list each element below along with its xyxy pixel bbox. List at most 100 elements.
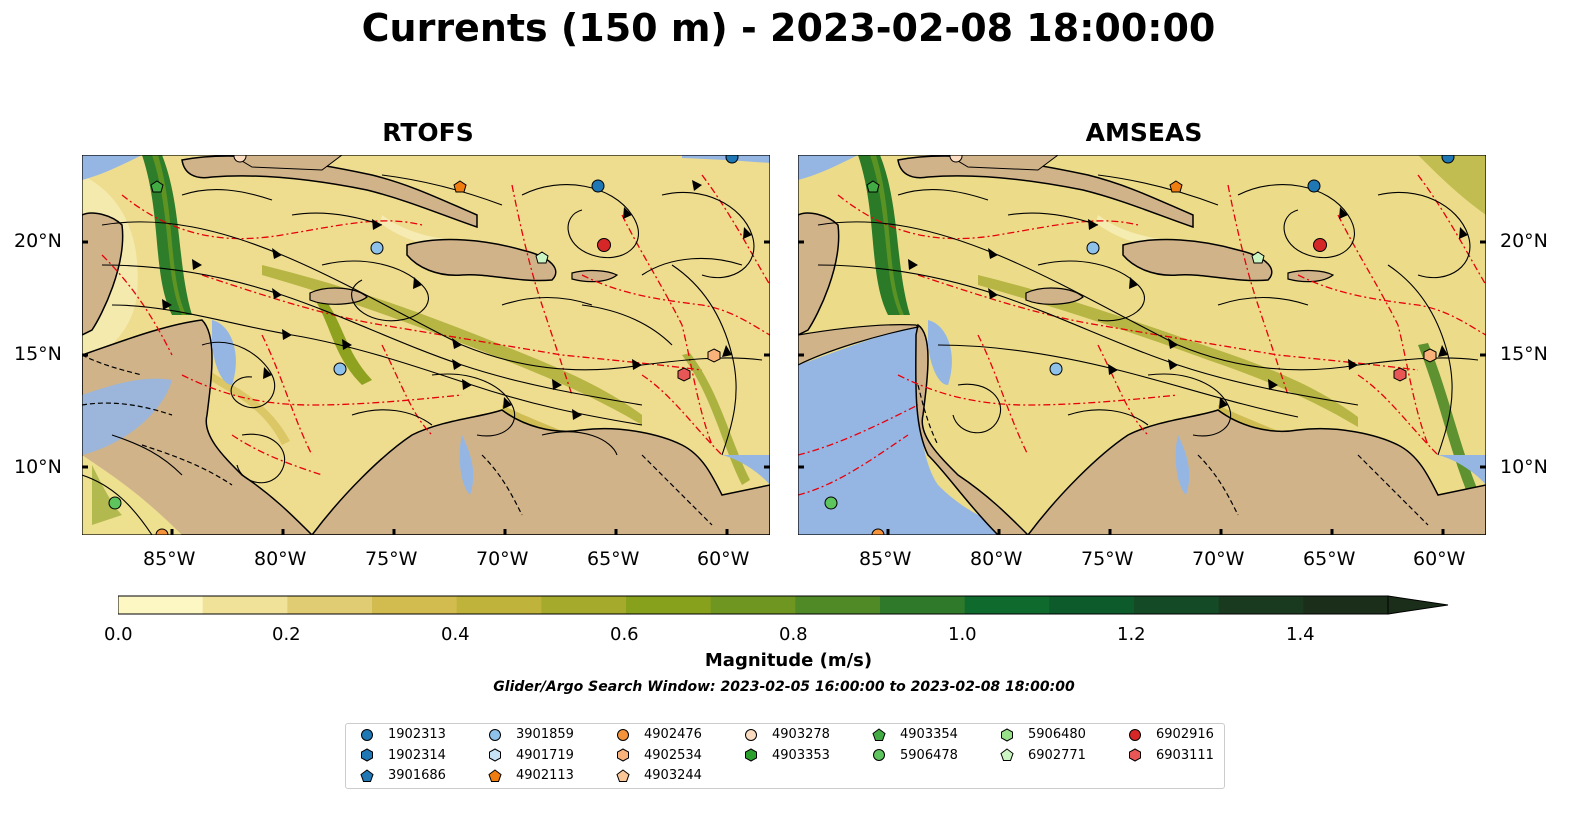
colorbar-cell — [202, 596, 288, 614]
float-marker[interactable] — [535, 251, 549, 264]
legend-label: 6902771 — [1028, 747, 1086, 763]
float-marker[interactable] — [707, 348, 721, 363]
central-america-landmass — [915, 323, 1030, 535]
map-amseas[interactable] — [798, 155, 1486, 535]
circle-marker-icon — [1129, 728, 1141, 741]
legend-entry: 6902771 — [1000, 748, 1086, 763]
jamaica-landmass — [1025, 287, 1084, 305]
float-marker[interactable] — [824, 496, 838, 510]
circle-marker-icon — [745, 728, 757, 741]
colorbar-tick: 1.4 — [1286, 624, 1315, 645]
float-marker[interactable] — [866, 180, 880, 193]
map-rtofs[interactable] — [82, 155, 770, 535]
lat-label-15n-left: 15°N — [14, 343, 62, 365]
legend-label: 4902534 — [644, 747, 702, 763]
colorbar-cell — [1134, 596, 1220, 614]
legend-label: 5906480 — [1028, 727, 1086, 742]
float-marker[interactable] — [591, 179, 605, 193]
legend-label: 5906478 — [900, 747, 958, 763]
yucatan-current — [858, 155, 910, 315]
legend-entry: 5906480 — [1000, 727, 1086, 742]
panel-title-amseas: AMSEAS — [1085, 118, 1203, 147]
legend-label: 3901859 — [516, 727, 574, 742]
legend-entry: 1902314 — [360, 748, 446, 763]
legend-label: 4903244 — [644, 768, 702, 783]
colorbar-cell — [626, 596, 712, 614]
yucatan-landmass — [82, 212, 124, 336]
figure-title: Currents (150 m) - 2023-02-08 18:00:00 — [361, 6, 1216, 50]
colorbar-cell — [1218, 596, 1304, 614]
hexagon-marker-icon — [361, 748, 373, 762]
circle-marker-icon — [489, 728, 501, 741]
float-marker[interactable] — [1307, 179, 1321, 193]
search-window-caption: Glider/Argo Search Window: 2023-02-05 16… — [493, 679, 1075, 695]
float-marker[interactable] — [1049, 362, 1063, 376]
colorbar-tick: 0.2 — [272, 624, 301, 645]
lon-label-80w-left: 80°W — [254, 548, 307, 570]
float-marker[interactable] — [1423, 348, 1437, 363]
legend-label: 4902113 — [516, 768, 574, 783]
hispaniola-landmass — [406, 238, 557, 282]
hexagon-marker-icon — [617, 748, 629, 762]
float-marker[interactable] — [1313, 238, 1327, 252]
float-marker[interactable] — [333, 362, 347, 376]
legend-label: 1902313 — [388, 727, 446, 742]
legend-entry: 4903354 — [872, 727, 958, 742]
legend-label: 4903353 — [772, 747, 830, 763]
hexagon-marker-icon — [489, 748, 501, 762]
lat-label-10n-right: 10°N — [1500, 456, 1548, 478]
lat-label-20n-right: 20°N — [1500, 230, 1548, 252]
hexagon-marker-icon — [1129, 748, 1141, 762]
float-marker[interactable] — [108, 496, 122, 510]
float-marker[interactable] — [453, 180, 467, 193]
float-marker[interactable] — [1393, 367, 1407, 382]
lon-label-70w-left: 70°W — [476, 548, 529, 570]
colorbar-tick: 1.2 — [1117, 624, 1146, 645]
legend-label: 4903354 — [900, 727, 958, 742]
lon-label-60w-left: 60°W — [697, 548, 750, 570]
float-marker[interactable] — [677, 367, 691, 382]
colorbar-cell — [710, 596, 796, 614]
current-streamlines — [82, 174, 763, 535]
legend-entry: 4902113 — [488, 768, 574, 783]
float-marker[interactable] — [370, 241, 384, 255]
colorbar-tick: 1.0 — [948, 624, 977, 645]
eez-boundaries — [101, 174, 770, 476]
current-streamlines — [817, 174, 1479, 456]
float-marker[interactable] — [150, 180, 164, 193]
yucatan-landmass — [798, 212, 840, 336]
country-borders — [917, 384, 1429, 526]
legend-entry: 6902916 — [1128, 727, 1214, 742]
streamline-arrows — [162, 180, 752, 420]
float-marker[interactable] — [1169, 180, 1183, 193]
colorbar-cell — [1303, 596, 1389, 614]
float-marker[interactable] — [1086, 241, 1100, 255]
pacific-ocean — [798, 325, 1028, 535]
float-marker[interactable] — [1251, 251, 1265, 264]
colorbar-label: Magnitude (m/s) — [704, 650, 873, 671]
lon-label-70w-right: 70°W — [1192, 548, 1245, 570]
lon-label-60w-right: 60°W — [1413, 548, 1466, 570]
pentagon-marker-icon — [360, 768, 374, 782]
colorbar-cell — [456, 596, 542, 614]
legend-entry: 4902476 — [616, 727, 702, 742]
lon-label-85w-left: 85°W — [143, 548, 196, 570]
legend-label: 4902476 — [644, 727, 702, 742]
country-borders — [82, 354, 713, 526]
legend-label: 1902314 — [388, 747, 446, 763]
legend-entry: 6903111 — [1128, 748, 1214, 763]
legend-label: 4903278 — [772, 727, 830, 742]
hispaniola-landmass — [1122, 238, 1273, 282]
colorbar-tick: 0.6 — [610, 624, 639, 645]
legend-entry: 4903244 — [616, 768, 702, 783]
lon-label-65w-right: 65°W — [1303, 548, 1356, 570]
legend-entry: 4902534 — [616, 748, 702, 763]
legend-label: 6902916 — [1156, 727, 1214, 742]
colorbar-cell — [118, 596, 204, 614]
lon-label-75w-left: 75°W — [365, 548, 418, 570]
float-marker[interactable] — [597, 238, 611, 252]
lat-label-20n-left: 20°N — [14, 230, 62, 252]
lon-label-85w-right: 85°W — [859, 548, 912, 570]
legend-label: 4901719 — [516, 747, 574, 763]
legend-entry: 4903353 — [744, 748, 830, 763]
